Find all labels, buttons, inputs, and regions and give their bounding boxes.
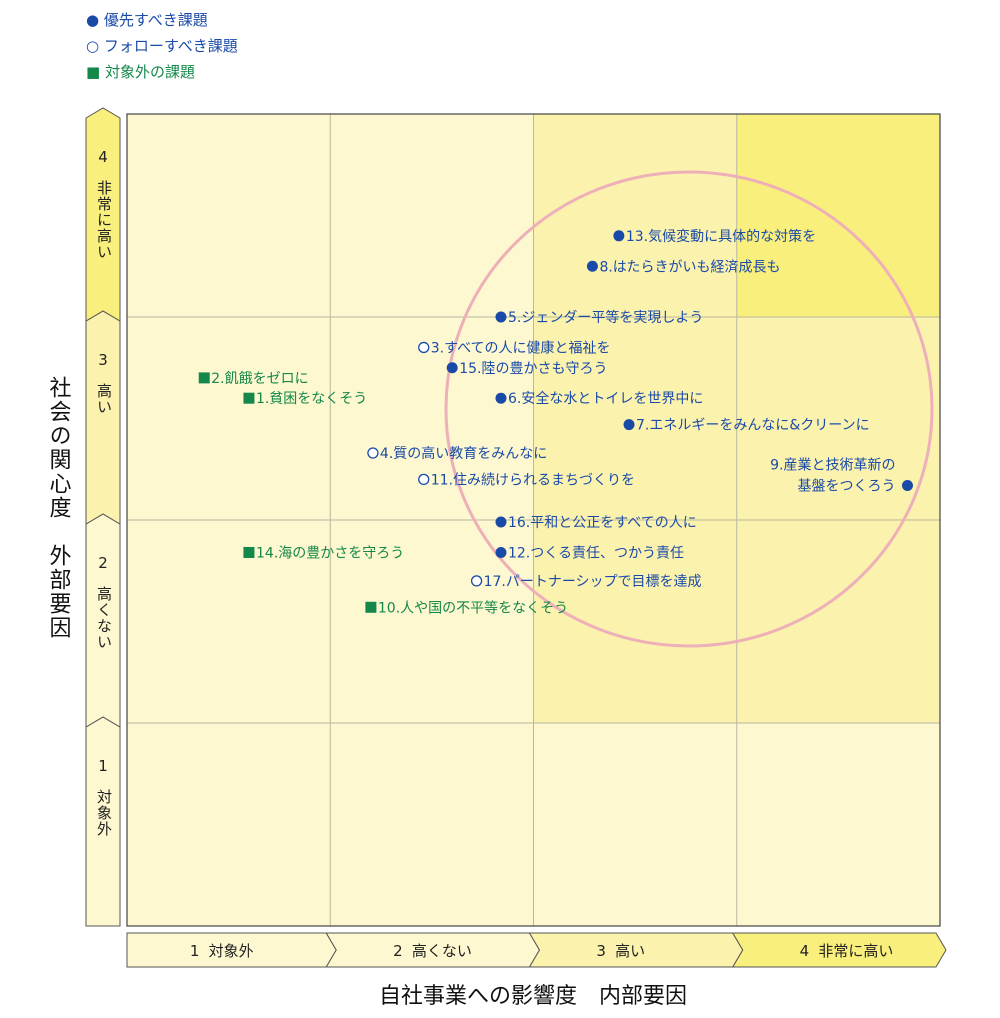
data-point: 12.つくる責任、つかう責任 — [495, 545, 684, 561]
data-point-marker-square — [365, 601, 377, 613]
data-point-marker-open-circle — [418, 473, 430, 486]
data-point-marker-open-circle — [367, 447, 379, 459]
y-tick-label: 対象外 — [95, 789, 113, 837]
data-point-marker-filled-circle — [446, 362, 458, 374]
y-tick-label: 高い — [95, 383, 113, 415]
data-point: 17.パートナーシップで目標を達成 — [470, 574, 702, 590]
y-axis-level-arrow — [85, 310, 121, 525]
x-tick-label: 高い — [615, 942, 645, 960]
y-tick-label: 高くない — [95, 586, 113, 650]
data-point-label: 7.エネルギーをみんなに&クリーンに — [636, 418, 870, 434]
x-tick-label: 非常に高い — [818, 942, 893, 960]
matrix-cell-2-3 — [330, 317, 534, 520]
y-tick-number: 1 — [98, 757, 108, 775]
data-point-marker-square — [198, 372, 210, 384]
data-point-label: 6.安全な水とトイレを世界中に — [508, 390, 703, 407]
data-point: 16.平和と公正をすべての人に — [495, 515, 697, 531]
data-point-marker-open-circle — [418, 341, 430, 354]
data-point-label: 3.すべての人に健康と福祉を — [431, 339, 611, 356]
matrix-cell-3-1 — [533, 723, 737, 926]
data-point-marker-square — [243, 546, 255, 558]
data-point-label: 5.ジェンダー平等を実現しよう — [508, 309, 703, 326]
data-point-label: 8.はたらきがいも経済成長も — [599, 259, 780, 275]
x-axis-title: 自社事業への影響度 内部要因 — [379, 984, 687, 1009]
data-point-marker-filled-circle — [613, 230, 625, 242]
x-tick-number: 4 — [800, 942, 810, 960]
matrix-cell-1-3 — [127, 317, 331, 520]
data-point: 14.海の豊かさを守ろう — [243, 545, 404, 561]
x-tick-number: 2 — [393, 942, 403, 960]
data-point: 4.質の高い教育をみんなに — [367, 445, 547, 462]
data-point: 1.貧困をなくそう — [243, 391, 367, 407]
data-point: 6.安全な水とトイレを世界中に — [495, 390, 703, 407]
data-point-label: 11.住み続けられるまちづくりを — [431, 471, 635, 488]
data-point-label: 13.気候変動に具体的な対策を — [626, 228, 816, 245]
plot-border — [126, 113, 941, 927]
data-point-label: 15.陸の豊かさも守ろう — [459, 361, 607, 377]
data-point-marker-filled-circle — [901, 479, 913, 491]
data-point-label: 10.人や国の不平等をなくそう — [378, 599, 568, 616]
data-point-marker-filled-circle — [495, 311, 507, 323]
matrix-cell-2-4 — [330, 114, 534, 317]
matrix-cell-3-3 — [533, 317, 737, 520]
data-point-label: 4.質の高い教育をみんなに — [380, 445, 547, 462]
data-point-marker-filled-circle — [495, 392, 507, 404]
data-point-label: 12.つくる責任、つかう責任 — [508, 545, 684, 561]
data-point: 3.すべての人に健康と福祉を — [418, 339, 611, 356]
matrix-cell-3-2 — [533, 520, 737, 723]
y-tick-number: 2 — [98, 554, 108, 572]
legend: ● 優先すべき課題 ○ フォローすべき課題 ■ 対象外の課題 — [86, 6, 238, 84]
data-point-marker-filled-circle — [623, 419, 635, 431]
y-axis-title: 社会の関心度 外部要因 — [46, 376, 72, 640]
y-axis-level-arrow — [85, 107, 121, 322]
x-tick-label: 対象外 — [209, 942, 254, 960]
data-point-label: 基盤をつくろう — [797, 477, 895, 494]
matrix-cell-4-2 — [736, 520, 940, 723]
data-point: 5.ジェンダー平等を実現しよう — [495, 309, 703, 326]
data-point-label: 17.パートナーシップで目標を達成 — [484, 574, 702, 590]
data-point: 2.飢餓をゼロに — [198, 370, 309, 387]
y-tick-label: 非常に高い — [95, 180, 113, 260]
matrix-cell-4-1 — [736, 723, 940, 926]
x-tick-number: 1 — [190, 942, 200, 960]
matrix-cell-1-2 — [127, 520, 331, 723]
data-point-marker-square — [243, 392, 255, 404]
data-point-marker-filled-circle — [495, 516, 507, 528]
y-tick-number: 4 — [98, 148, 108, 166]
focus-circle — [444, 170, 934, 648]
data-point-marker-filled-circle — [586, 260, 598, 272]
x-tick-label: 高くない — [412, 942, 472, 960]
legend-priority: ● 優先すべき課題 — [86, 10, 208, 29]
data-point: 13.気候変動に具体的な対策を — [613, 228, 816, 245]
data-point-label: 14.海の豊かさを守ろう — [256, 545, 404, 561]
data-point: 8.はたらきがいも経済成長も — [586, 259, 781, 275]
data-point: 11.住み続けられるまちづくりを — [418, 471, 635, 488]
data-point: 7.エネルギーをみんなに&クリーンに — [623, 418, 870, 434]
matrix-cell-4-4 — [736, 114, 940, 317]
matrix-cell-1-4 — [127, 114, 331, 317]
matrix-cell-2-1 — [330, 723, 534, 926]
x-axis-level-arrow — [731, 932, 947, 968]
data-point-marker-filled-circle — [495, 546, 507, 558]
data-point-label: 1.貧困をなくそう — [256, 391, 367, 407]
data-point-label: 2.飢餓をゼロに — [211, 370, 308, 387]
y-tick-number: 3 — [98, 351, 108, 369]
data-point-marker-open-circle — [470, 575, 483, 587]
data-point: 10.人や国の不平等をなくそう — [365, 599, 568, 616]
legend-excluded: ■ 対象外の課題 — [86, 62, 195, 81]
data-point-label: 16.平和と公正をすべての人に — [508, 515, 697, 531]
matrix-cell-1-1 — [127, 723, 331, 926]
matrix-cell-3-4 — [533, 114, 737, 317]
legend-follow: ○ フォローすべき課題 — [86, 36, 238, 55]
data-point: 15.陸の豊かさも守ろう — [446, 361, 607, 377]
x-tick-number: 3 — [596, 942, 606, 960]
data-point-label: 9.産業と技術革新の — [770, 457, 895, 473]
